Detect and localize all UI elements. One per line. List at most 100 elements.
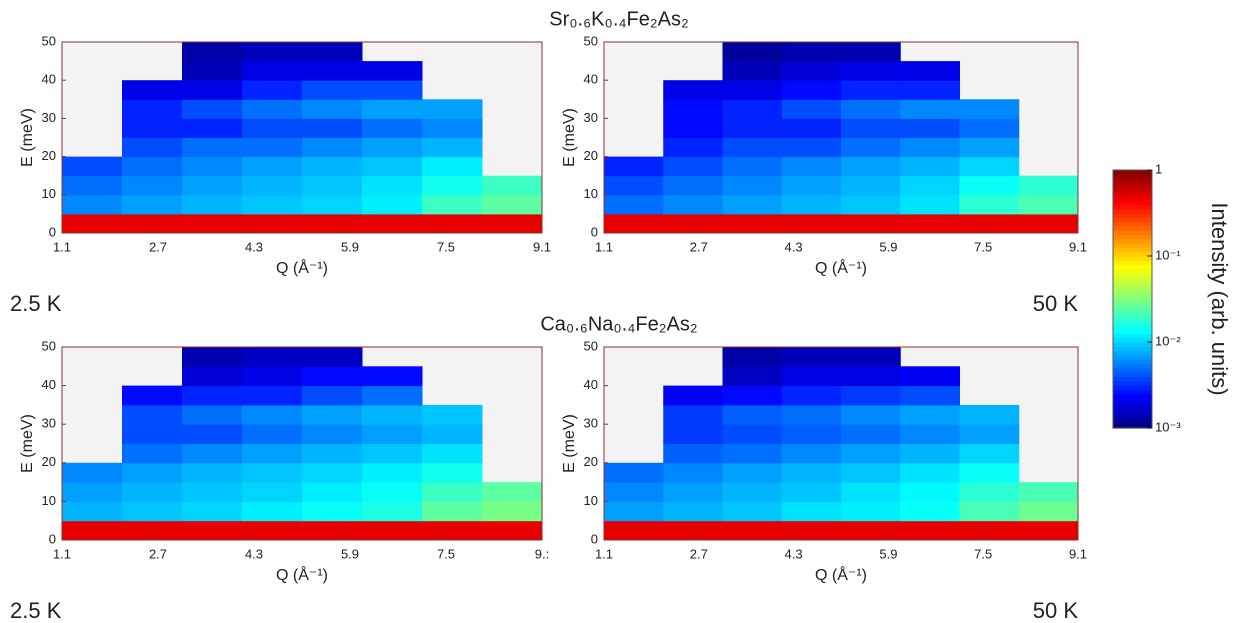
heat-cell xyxy=(663,404,723,425)
heat-cell xyxy=(781,118,842,138)
heat-cell xyxy=(900,156,960,177)
heat-cell xyxy=(422,443,483,464)
heat-cell xyxy=(302,366,363,387)
heat-cell xyxy=(781,137,842,158)
heat-cell xyxy=(182,118,243,138)
heat-cell xyxy=(362,194,423,215)
heat-cell xyxy=(959,424,1020,444)
heat-cell xyxy=(122,424,183,444)
colorbar-swatch xyxy=(1113,419,1152,425)
heat-cell xyxy=(302,424,363,444)
y-axis-label: E (meV) xyxy=(561,108,578,167)
heat-cell xyxy=(841,404,901,425)
x-tick-label: 2.7 xyxy=(690,546,708,561)
heat-cell xyxy=(959,156,1020,177)
heat-cell xyxy=(722,347,783,367)
y-tick-label: 20 xyxy=(584,454,598,469)
heat-cell xyxy=(242,156,303,177)
heat-cell xyxy=(362,520,423,541)
heat-cell xyxy=(722,443,783,464)
heat-cell xyxy=(122,501,183,522)
y-tick-label: 40 xyxy=(584,377,598,392)
heat-cell xyxy=(1018,501,1079,522)
heat-cell xyxy=(302,462,363,483)
colorbar-swatch xyxy=(1113,354,1152,360)
heat-cell xyxy=(841,213,901,234)
heat-cell xyxy=(900,462,960,483)
heat-cell xyxy=(242,443,303,464)
heat-cell xyxy=(122,156,183,177)
colorbar-tick-label: 10⁻¹ xyxy=(1155,247,1181,262)
y-tick-label: 40 xyxy=(42,72,56,87)
heat-cell xyxy=(900,194,960,215)
heat-cell xyxy=(781,443,842,464)
heat-cell xyxy=(302,194,363,215)
heat-cell xyxy=(242,80,303,100)
heat-cell xyxy=(182,366,243,387)
heat-cell xyxy=(302,156,363,177)
colorbar-swatch xyxy=(1113,264,1152,270)
y-axis-label: E (meV) xyxy=(19,108,36,167)
heat-cell xyxy=(841,443,901,464)
colorbar-swatch xyxy=(1113,230,1152,236)
heat-cell xyxy=(604,520,664,541)
heat-cell xyxy=(122,520,183,541)
colorbar-swatch xyxy=(1113,256,1152,261)
heat-cell xyxy=(302,213,363,234)
plot-frame xyxy=(61,346,543,541)
heat-cell xyxy=(604,213,664,234)
colorbar-swatch xyxy=(1113,217,1152,223)
colorbar-swatch xyxy=(1113,393,1152,399)
heat-cell xyxy=(122,213,183,234)
heat-cell xyxy=(182,194,243,215)
heat-cell xyxy=(62,175,123,196)
heat-cell xyxy=(663,482,723,502)
heat-cell xyxy=(422,156,483,177)
x-tick-label: 1.1 xyxy=(595,546,613,561)
temperature-label: 50 K xyxy=(1033,598,1079,623)
heat-cell xyxy=(302,137,363,158)
y-tick-label: 40 xyxy=(584,72,598,87)
x-tick-label: 4.3 xyxy=(245,239,263,254)
heat-cell xyxy=(722,175,783,196)
y-axis-label: E (meV) xyxy=(19,414,36,473)
heat-cell xyxy=(722,99,783,119)
heat-cell xyxy=(182,80,243,100)
heat-cell xyxy=(841,385,901,406)
x-tick-label: 1.1 xyxy=(53,546,71,561)
heat-cell xyxy=(482,501,543,522)
heat-cell xyxy=(362,61,423,81)
heat-cell xyxy=(841,175,901,196)
colorbar-frame xyxy=(1112,169,1153,429)
x-tick-label: 7.5 xyxy=(974,546,992,561)
heat-cell xyxy=(242,366,303,387)
heat-cell xyxy=(62,194,123,215)
heat-cell xyxy=(182,61,243,81)
heat-cell xyxy=(722,520,783,541)
heat-cell xyxy=(362,118,423,138)
colorbar-swatch xyxy=(1113,311,1152,317)
heat-cell xyxy=(781,213,842,234)
heat-cell xyxy=(1018,520,1079,541)
heat-cell xyxy=(722,424,783,444)
y-tick-label: 30 xyxy=(584,110,598,125)
heat-cell xyxy=(122,443,183,464)
heat-cell xyxy=(302,482,363,502)
x-tick-label: 4.3 xyxy=(785,239,803,254)
colorbar-swatch xyxy=(1113,191,1152,197)
y-tick-label: 20 xyxy=(584,148,598,163)
heat-cell xyxy=(62,462,123,483)
heat-cell xyxy=(722,462,783,483)
heat-cell xyxy=(722,118,783,138)
heat-cell xyxy=(182,156,243,177)
heat-cell xyxy=(663,520,723,541)
colorbar-swatch xyxy=(1113,221,1152,227)
heat-cell xyxy=(182,137,243,158)
colorbar-swatch xyxy=(1113,273,1152,279)
heat-cell xyxy=(900,118,960,138)
heat-cell xyxy=(663,424,723,444)
heat-cell xyxy=(302,520,363,541)
heat-cell xyxy=(482,175,543,196)
heat-cell xyxy=(482,194,543,215)
